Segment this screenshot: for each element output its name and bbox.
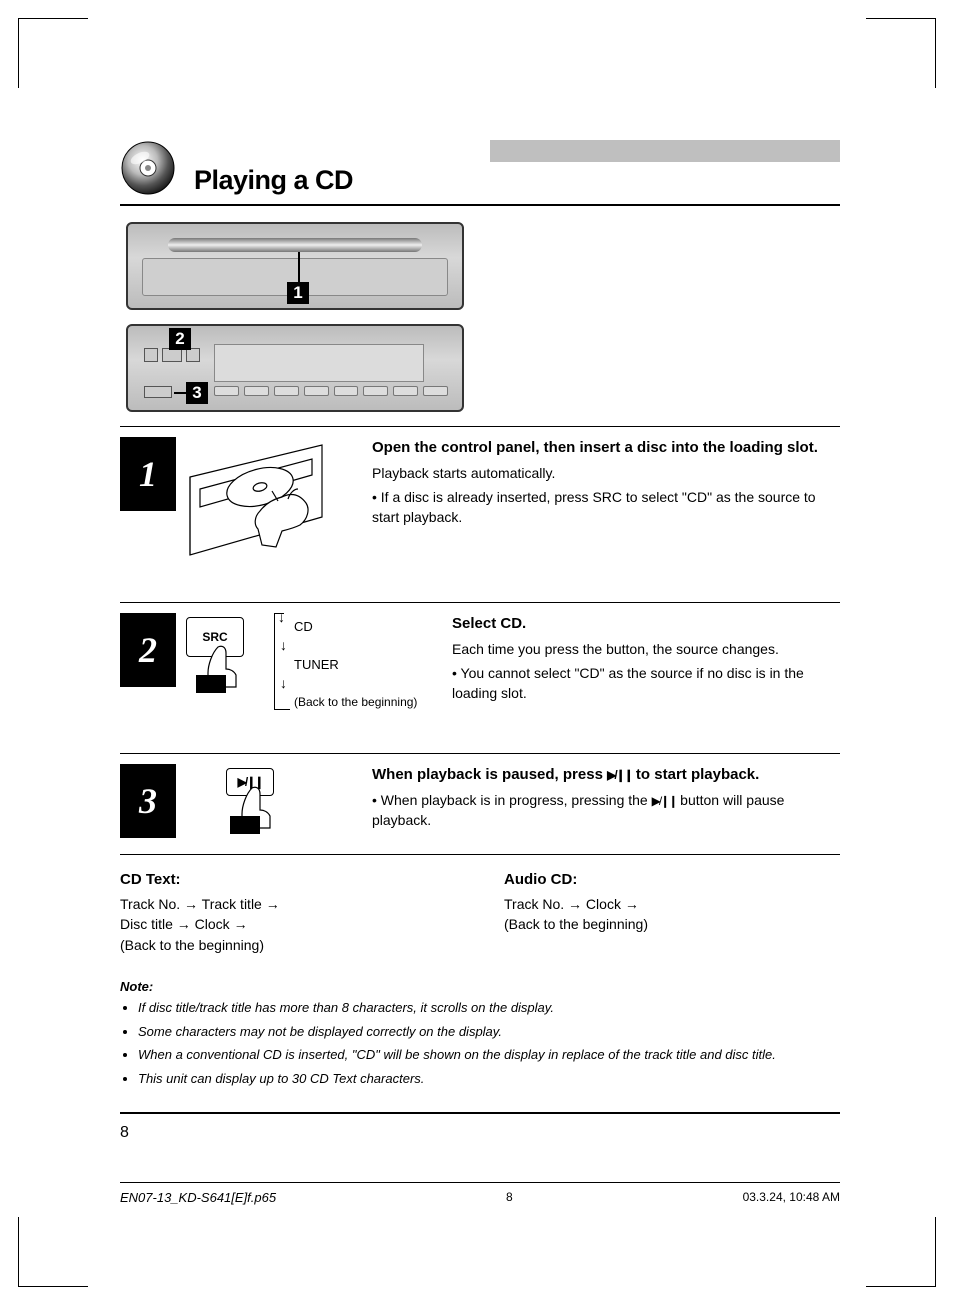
step-3-lead: When playback is paused, press ▶/❙❙ to s… xyxy=(372,764,840,786)
rule-under-title xyxy=(120,204,840,206)
finger-cuff-3 xyxy=(230,816,260,834)
crop-mark-top-left xyxy=(18,18,88,88)
play-pause-icon-inline-1: ▶/❙❙ xyxy=(607,768,632,782)
cd-text-disc-line: Disc title → Clock → xyxy=(120,916,248,932)
step-1-body-1: Playback starts automatically. xyxy=(372,463,840,483)
audio-cd-column: Audio CD: Track No. → Clock → (Back to t… xyxy=(504,871,840,955)
step-2-body-2: • You cannot select "CD" as the source i… xyxy=(452,663,840,704)
step-3-lead-prefix: When playback is paused, press xyxy=(372,766,607,783)
step-2-sequence: CD ↓ TUNER ↓ (Back to the beginning) ↓ xyxy=(270,613,440,743)
cd-text-back: (Back to the beginning) xyxy=(120,935,456,955)
device-illustration: 1 2 3 xyxy=(120,216,840,426)
rule-after-steps xyxy=(120,854,840,855)
footer-filename: EN07-13_KD-S641[E]f.p65 xyxy=(120,1190,276,1205)
step-3-body-prefix: • When playback is in progress, pressing… xyxy=(372,792,652,808)
arrow-down-1: ↓ xyxy=(280,637,287,653)
seq-back: (Back to the beginning) xyxy=(294,695,417,709)
cd-disc-icon xyxy=(120,140,176,196)
step-3: 3 ▶/❙❙ When playback is paused, press ▶/… xyxy=(120,753,840,854)
callout-3: 3 xyxy=(186,382,208,404)
cd-text-line-2: Disc title → Clock → xyxy=(120,914,456,934)
crop-mark-bottom-left xyxy=(18,1217,88,1287)
step-2-button-illustration: SRC xyxy=(182,613,262,693)
loop-left xyxy=(274,613,275,709)
disc-type-columns: CD Text: Track No. → Track title → Disc … xyxy=(120,871,840,955)
page-content: Playing a CD 1 2 3 1 xyxy=(120,140,840,1212)
step-3-button-illustration: ▶/❙❙ xyxy=(222,764,302,844)
crop-mark-top-right xyxy=(866,18,936,88)
step-1-lead: Open the control panel, then insert a di… xyxy=(372,437,840,459)
button-row xyxy=(214,386,448,400)
finger-cuff xyxy=(196,675,226,693)
step-2-body-1: Each time you press the button, the sour… xyxy=(452,639,840,659)
footer-date: 03.3.24, 10:48 AM xyxy=(743,1190,840,1205)
src-button-illus xyxy=(162,348,182,362)
cd-slot xyxy=(168,238,422,252)
note-item-1: If disc title/track title has more than … xyxy=(138,998,840,1018)
cd-text-title: CD Text: xyxy=(120,871,456,888)
page-number: 8 xyxy=(120,1124,840,1142)
seq-cd: CD xyxy=(294,619,313,634)
notes-block: Note: If disc title/track title has more… xyxy=(120,977,840,1089)
step-2: 2 SRC CD ↓ TUNER ↓ (Back to the beginnin… xyxy=(120,602,840,753)
audio-cd-title: Audio CD: xyxy=(504,871,840,888)
note-item-3: When a conventional CD is inserted, "CD"… xyxy=(138,1045,840,1065)
audio-cd-back: (Back to the beginning) xyxy=(504,914,840,934)
arrow-loop-down: ↓ xyxy=(278,609,285,625)
arrow-down-2: ↓ xyxy=(280,675,287,691)
loop-bottom xyxy=(274,709,290,710)
cd-text-column: CD Text: Track No. → Track title → Disc … xyxy=(120,871,456,955)
press-finger-icon-3 xyxy=(232,784,280,845)
cd-text-line-1: Track No. → Track title → xyxy=(120,894,456,914)
knob-3 xyxy=(186,348,200,362)
header-gray-bar xyxy=(490,140,840,162)
page-title: Playing a CD xyxy=(194,165,472,196)
seq-tuner: TUNER xyxy=(294,657,339,672)
step-2-lead: Select CD. xyxy=(452,613,840,635)
note-item-4: This unit can display up to 30 CD Text c… xyxy=(138,1069,840,1089)
step-3-lead-suffix: to start playback. xyxy=(632,766,760,783)
step-2-number: 2 xyxy=(120,613,176,687)
audio-cd-line-1: Track No. → Clock → xyxy=(504,894,840,914)
display-screen xyxy=(214,344,424,382)
play-button-illus xyxy=(144,386,172,398)
play-pause-icon-inline-2: ▶/❙❙ xyxy=(652,794,677,808)
step-3-number: 3 xyxy=(120,764,176,838)
header-row: Playing a CD xyxy=(120,140,840,196)
note-heading: Note: xyxy=(120,977,840,997)
callout-2: 2 xyxy=(169,328,191,350)
footer-mid-page: 8 xyxy=(506,1190,513,1205)
step-1: 1 Open the control panel, then insert a … xyxy=(120,426,840,602)
step-1-number: 1 xyxy=(120,437,176,511)
press-finger-icon xyxy=(198,643,246,704)
callout-1: 1 xyxy=(287,282,309,304)
device-front-panel: 2 3 xyxy=(126,324,464,412)
step-1-illustration xyxy=(182,437,362,592)
imprint-rule xyxy=(120,1182,840,1183)
knob-1 xyxy=(144,348,158,362)
note-item-2: Some characters may not be displayed cor… xyxy=(138,1022,840,1042)
footer-rule xyxy=(120,1112,840,1114)
step-3-body: • When playback is in progress, pressing… xyxy=(372,790,840,831)
step-1-body-2: • If a disc is already inserted, press S… xyxy=(372,487,840,528)
device-open-panel: 1 xyxy=(126,222,464,310)
crop-mark-bottom-right xyxy=(866,1217,936,1287)
